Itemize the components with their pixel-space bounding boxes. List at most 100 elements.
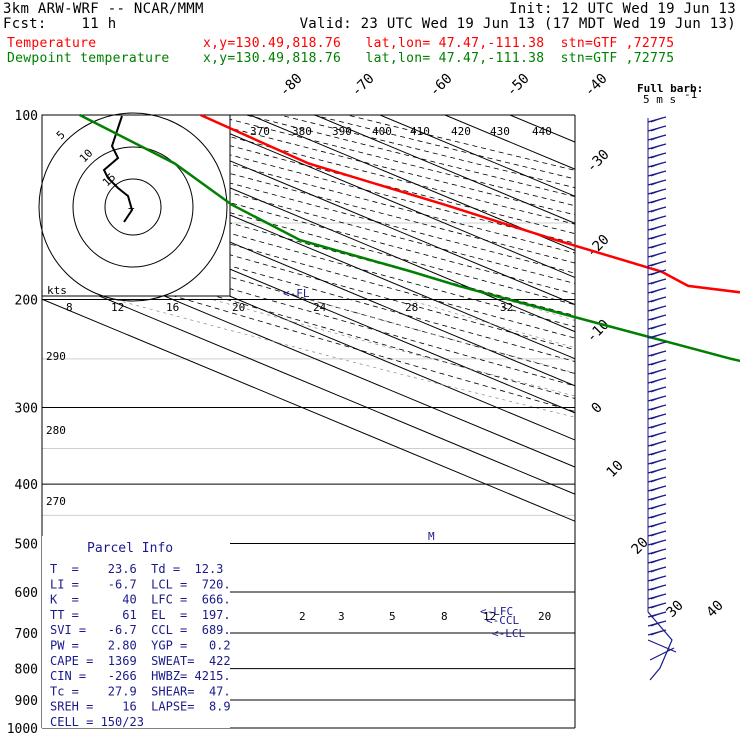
- wind-barb-flag: [650, 360, 662, 366]
- wind-barb-flag: [650, 603, 662, 609]
- wind-barb-flag: [650, 549, 662, 555]
- theta-label: 400: [372, 125, 392, 138]
- wind-barb-flag: [650, 468, 662, 474]
- wind-barb-flag: [650, 477, 662, 483]
- wind-barb-flag: [650, 513, 662, 519]
- pressure-tick-label: 900: [15, 694, 38, 709]
- wind-barb-flag: [650, 522, 662, 528]
- dry-adiabat-line: [212, 115, 575, 207]
- wind-barb-flag: [650, 117, 662, 123]
- isotherm-line: [42, 298, 575, 522]
- wind-barb-flag: [650, 315, 662, 321]
- theta-label: 440: [532, 125, 552, 138]
- isotherm-line: [379, 115, 575, 197]
- speed-scale-label: 32: [500, 301, 513, 314]
- theta-label: 290: [46, 350, 66, 363]
- parcel-info-panel: Parcel Info T = 23.6 Td = 12.3LI = -6.7 L…: [42, 536, 231, 729]
- wind-barb-flag: [650, 162, 662, 168]
- wind-barb-flag: [650, 540, 662, 546]
- fl-marker: <-FL: [283, 287, 310, 300]
- wind-barb-flag: [650, 387, 662, 393]
- wind-barb-column: Full barb:5 m s -1: [637, 82, 703, 681]
- parcel-info-row: SREH = 16 LAPSE= 8.9: [50, 700, 231, 714]
- wind-barb-flag: [650, 171, 662, 177]
- wind-barb-flag: [650, 342, 662, 348]
- isotherm-line: [705, 115, 740, 728]
- parcel-info-row: CAPE = 1369 SWEAT= 422: [50, 654, 231, 668]
- wind-barb-flag: [650, 333, 662, 339]
- pressure-tick-label: 1000: [7, 722, 38, 737]
- parcel-info-row: PW = 2.80 YGP = 0.2: [50, 639, 231, 653]
- wind-barb-flag: [650, 126, 662, 132]
- isotherm-line: [119, 115, 575, 306]
- wind-barb-flag: [650, 450, 662, 456]
- wind-barb-flag: [650, 504, 662, 510]
- isotherm-line: [42, 136, 575, 360]
- isotherm-line: [42, 244, 575, 468]
- pressure-tick-label: 400: [15, 478, 38, 493]
- wind-barb-flag: [650, 288, 662, 294]
- isotherm-line: [574, 115, 575, 116]
- pressure-tick-label: 300: [15, 401, 38, 416]
- isotherm-line: [640, 115, 740, 728]
- wind-barb-flag: [650, 495, 662, 501]
- m-marker: M: [428, 530, 435, 543]
- isotherm-line: [314, 115, 575, 224]
- speed-scale-label: 24: [313, 301, 327, 314]
- moist-adiabat-line: [309, 299, 575, 374]
- isotherm-label: -50: [504, 71, 533, 100]
- parcel-info-row: T = 23.6 Td = 12.3: [50, 562, 223, 576]
- header-line2-right: Valid: 23 UTC Wed 19 Jun 13 (17 MDT Wed …: [299, 16, 736, 32]
- hodograph-ring: [38, 112, 228, 302]
- wind-barb-flag: [650, 378, 662, 384]
- dewpoint-line: [79, 113, 740, 363]
- moist-adiabat-line: [212, 299, 575, 397]
- isotherm-label: -70: [349, 71, 378, 100]
- level-markers: <-FL <-LFC<-CCL<-LCL M: [283, 287, 525, 640]
- mixing-ratio-label: 20: [538, 610, 551, 623]
- wind-barb-flag: [650, 189, 662, 195]
- theta-label: 410: [410, 125, 430, 138]
- barb-key-value: 5 m s: [643, 93, 676, 106]
- isotherm-line: [42, 217, 575, 441]
- barb-key-exponent: -1: [684, 88, 697, 101]
- moist-adiabat-line: [701, 300, 740, 729]
- dry-adiabat-line: [42, 211, 575, 362]
- hodograph-kts-label: kts: [47, 284, 67, 297]
- temperature-legend-coords: x,y=130.49,818.76 lat,lon= 47.47,-111.38…: [203, 36, 675, 51]
- mixing-ratio-label: 5: [389, 610, 396, 623]
- mixing-ratio-label: 2: [299, 610, 306, 623]
- wind-barb-flag: [650, 324, 662, 330]
- parcel-info-row: SVI = -6.7 CCL = 689.: [50, 623, 231, 637]
- parcel-info-background: [42, 536, 230, 728]
- wind-barb-flag: [650, 576, 662, 582]
- temperature-line: [200, 113, 740, 294]
- isotherm-line: [509, 115, 575, 143]
- wind-barb-flag: [650, 153, 662, 159]
- theta-label: 430: [490, 125, 510, 138]
- isotherm-label: -40: [582, 71, 611, 100]
- speed-scale-label: 28: [405, 301, 418, 314]
- isotherm-label: 0: [589, 400, 606, 417]
- wind-barb-flag: [650, 594, 662, 600]
- hodograph-trace: [102, 115, 134, 223]
- header-line2-left: Fcst: 11 h: [3, 16, 117, 32]
- wind-barb-flag: [650, 558, 662, 564]
- parcel-info-title: Parcel Info: [87, 541, 173, 556]
- temperature-legend-label: Temperature: [7, 36, 97, 51]
- wind-barb-flag: [650, 207, 662, 213]
- wind-barb-flag: [650, 180, 662, 186]
- theta-label: 380: [292, 125, 312, 138]
- theta-label: 420: [451, 125, 471, 138]
- wind-barb-flag: [650, 261, 662, 267]
- wind-barb-flag: [650, 144, 662, 150]
- mixing-ratio-label: 3: [338, 610, 345, 623]
- hodograph-frame: [41, 114, 231, 297]
- wind-barb-flag: [650, 234, 662, 240]
- speed-scale-label: 8: [66, 301, 73, 314]
- wind-barb-flag: [650, 135, 662, 141]
- dewpoint-legend-label: Dewpoint temperature: [7, 51, 170, 66]
- parcel-info-row: LI = -6.7 LCL = 720.: [50, 577, 231, 591]
- theta-label: 390: [332, 125, 352, 138]
- wind-barb-flag: [650, 585, 662, 591]
